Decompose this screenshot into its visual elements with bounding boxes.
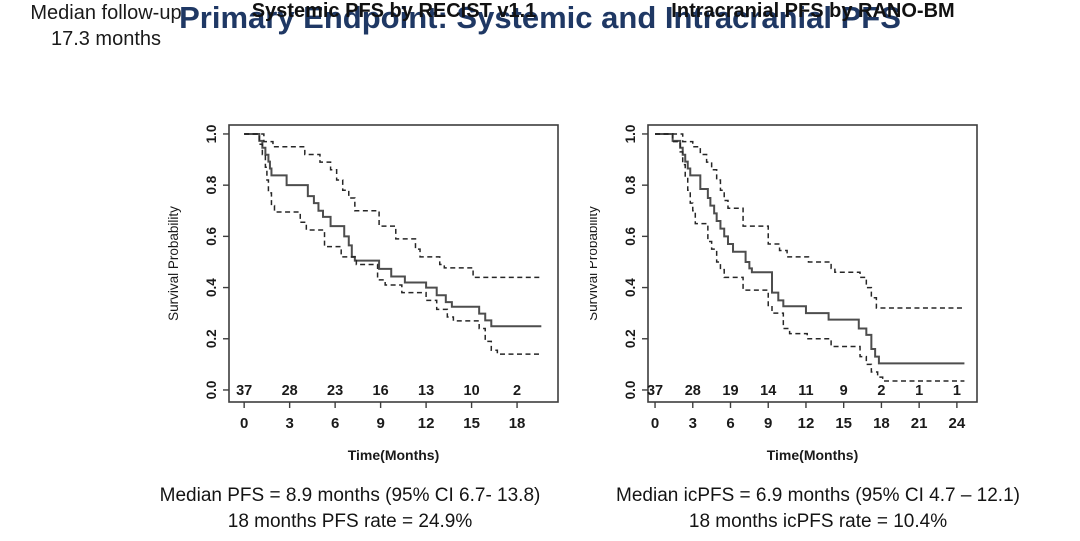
- y-tick-label: 0.4: [623, 278, 638, 297]
- pfs-rate-line: 18 months PFS rate = 24.9%: [227, 511, 473, 532]
- number-at-risk: 28: [282, 383, 298, 399]
- x-tick-label: 6: [726, 415, 734, 432]
- number-at-risk: 11: [798, 383, 813, 399]
- x-tick-label: 3: [285, 415, 293, 432]
- y-tick-label: 0.2: [204, 329, 219, 348]
- systemic-pfs-stats: Median PFS = 8.9 months (95% CI 6.7- 13.…: [130, 483, 570, 535]
- x-axis-title: Time(Months): [767, 447, 859, 463]
- median-followup-line1: Median follow-up: [30, 2, 182, 24]
- median-pfs-line: Median PFS = 8.9 months (95% CI 6.7- 13.…: [159, 485, 541, 506]
- number-at-risk: 2: [877, 383, 885, 399]
- number-at-risk: 37: [647, 383, 663, 399]
- x-tick-label: 0: [240, 415, 248, 432]
- x-tick-label: 6: [331, 415, 339, 432]
- ci-upper-curve: [244, 133, 542, 279]
- km-curve: [244, 132, 542, 328]
- x-tick-label: 9: [764, 415, 772, 432]
- y-tick-label: 0.0: [623, 381, 638, 400]
- intracranial-pfs-stats: Median icPFS = 6.9 months (95% CI 4.7 – …: [598, 483, 1038, 535]
- number-at-risk: 19: [722, 383, 738, 399]
- y-axis-title: Survival Probability: [166, 206, 181, 321]
- x-tick-label: 15: [835, 415, 852, 432]
- number-at-risk: 37: [236, 383, 252, 399]
- number-at-risk: 23: [327, 383, 343, 399]
- number-at-risk: 13: [418, 383, 434, 399]
- median-followup-line2: 17.3 months: [50, 28, 162, 50]
- x-tick-label: 12: [798, 415, 815, 432]
- median-icpfs-line: Median icPFS = 6.9 months (95% CI 4.7 – …: [616, 485, 1020, 506]
- number-at-risk: 2: [513, 383, 521, 399]
- ci-lower-curve: [244, 133, 542, 355]
- y-tick-label: 1.0: [623, 125, 638, 144]
- plot-box: [228, 124, 559, 403]
- x-tick-label: 21: [911, 415, 928, 432]
- x-tick-label: 9: [376, 415, 384, 432]
- y-tick-label: 0.8: [204, 175, 219, 194]
- number-at-risk: 28: [685, 383, 701, 399]
- x-axis-title: Time(Months): [348, 447, 440, 463]
- x-tick-label: 18: [509, 415, 526, 432]
- median-followup-note: Median follow-up 17.3 months: [0, 0, 212, 52]
- number-at-risk: 16: [373, 383, 389, 399]
- number-at-risk: 1: [953, 383, 961, 399]
- x-tick-label: 12: [418, 415, 435, 432]
- intracranial-pfs-chart-title: Intracranial PFS by RANO-BM: [671, 0, 955, 22]
- y-tick-label: 0.4: [204, 278, 219, 297]
- icpfs-rate-line: 18 months icPFS rate = 10.4%: [688, 511, 948, 532]
- x-tick-label: 0: [651, 415, 659, 432]
- ci-upper-curve: [655, 133, 965, 309]
- number-at-risk: 10: [464, 383, 480, 399]
- intracranial-pfs-km-plot: 0.00.20.40.60.81.00373286199141211159182…: [590, 124, 978, 463]
- x-tick-label: 3: [689, 415, 697, 432]
- y-tick-label: 0.6: [204, 226, 219, 245]
- x-tick-label: 24: [949, 415, 966, 432]
- number-at-risk: 14: [760, 383, 776, 399]
- number-at-risk: 1: [915, 383, 923, 399]
- y-axis-title: Survival Probability: [590, 206, 600, 321]
- x-tick-label: 18: [873, 415, 890, 432]
- km-curve: [655, 132, 965, 365]
- y-tick-label: 0.8: [623, 175, 638, 194]
- plot-box: [647, 124, 978, 403]
- y-tick-label: 0.6: [623, 226, 638, 245]
- y-tick-label: 0.2: [623, 329, 638, 348]
- number-at-risk: 9: [840, 383, 848, 399]
- ci-lower-curve: [655, 133, 965, 382]
- y-tick-label: 1.0: [204, 125, 219, 144]
- systemic-pfs-km-plot: 0.0 0.2 0.4 0.6 0.8 1.0 0 37 3 28 6 23 9 16 12 13 15 10 18…: [166, 124, 559, 463]
- y-tick-label: 0.0: [204, 381, 219, 400]
- systemic-pfs-chart-title: Systemic PFS by RECIST v1.1: [251, 0, 537, 22]
- x-tick-label: 15: [463, 415, 480, 432]
- slide-title: Primary Endpoint: Systemic and Intracran…: [179, 0, 901, 35]
